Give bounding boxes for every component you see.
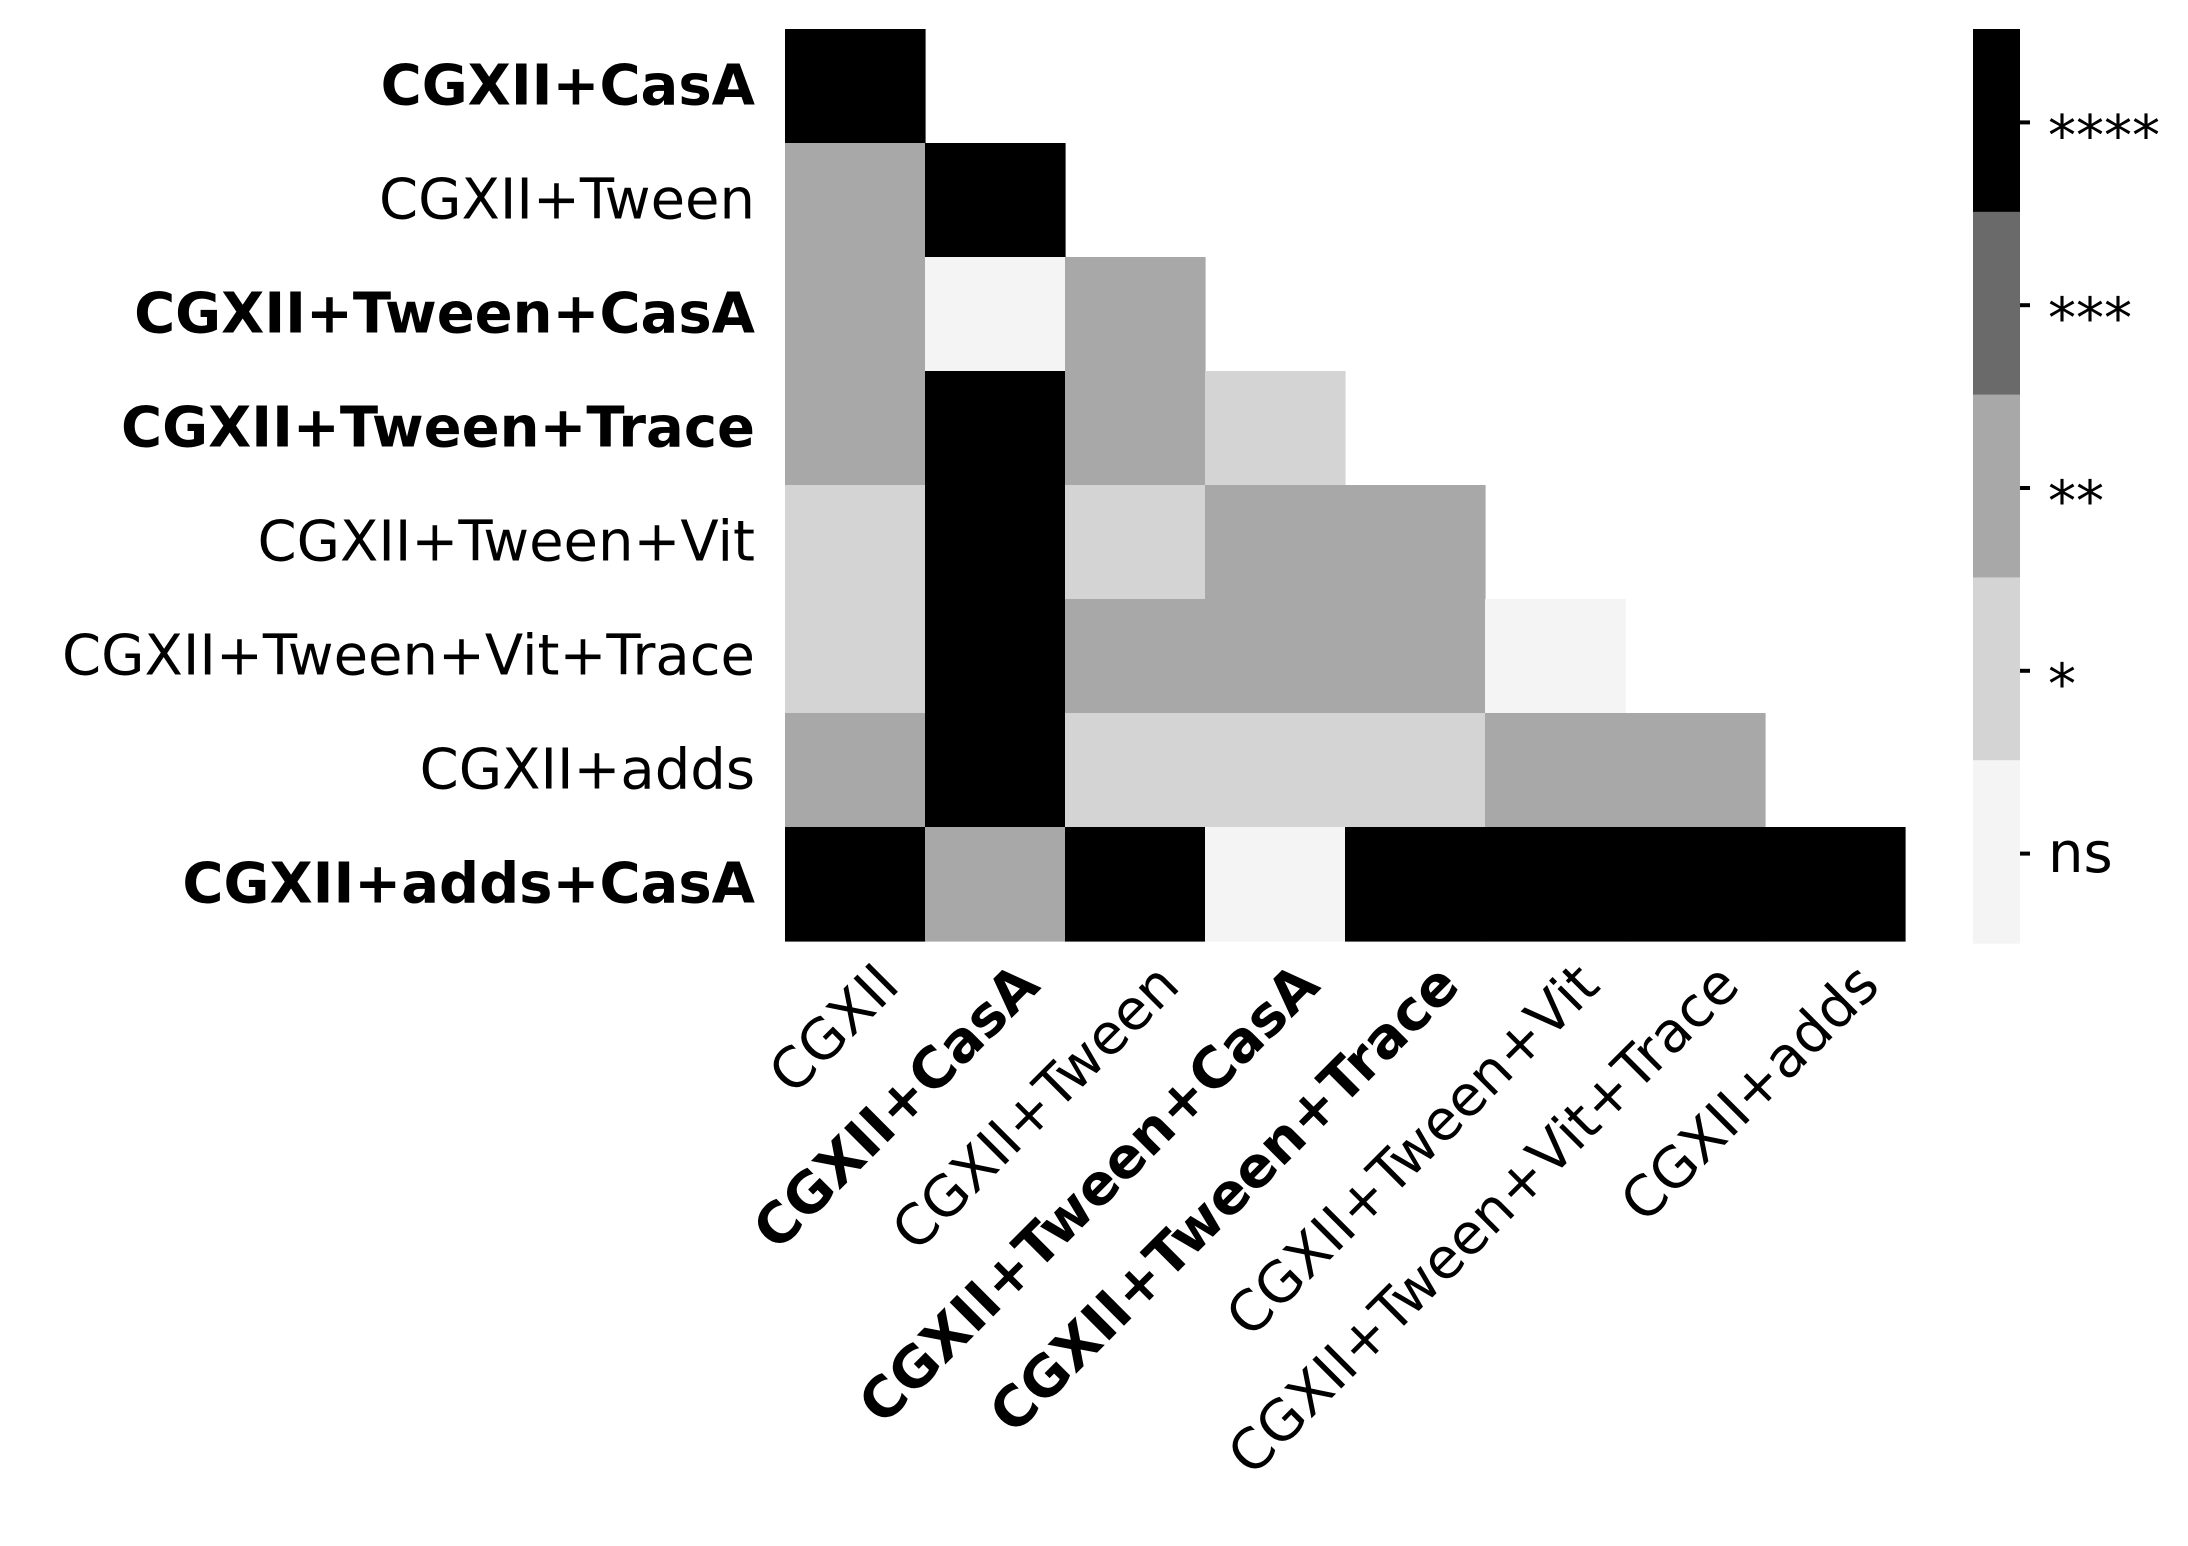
heatmap-cell: [785, 371, 926, 486]
y-tick-label: CGXII+Tween+CasA: [134, 282, 756, 347]
heatmap-cell: [785, 485, 926, 600]
heatmap-cell: [1205, 599, 1346, 714]
y-tick-label: CGXII+Tween+Vit+Trace: [62, 624, 755, 689]
heatmap-cells: [785, 29, 1906, 942]
heatmap-cell: [1205, 485, 1346, 600]
heatmap-cell: [785, 257, 926, 372]
heatmap-cell: [925, 257, 1066, 372]
heatmap-cell: [1485, 827, 1626, 942]
heatmap-cell: [925, 599, 1066, 714]
y-tick-label: CGXII+Tween+Trace: [121, 396, 755, 461]
heatmap-cell: [785, 713, 926, 828]
heatmap-cell: [1345, 485, 1486, 600]
y-tick-label: CGXII+Tween+Vit: [258, 510, 755, 575]
colorbar-tick-label: ns: [2048, 821, 2113, 886]
heatmap-cell: [785, 827, 926, 942]
heatmap-cell: [1065, 371, 1206, 486]
colorbar-segment: [1973, 211, 2020, 396]
heatmap-cell: [1345, 599, 1486, 714]
heatmap-cell: [1625, 827, 1766, 942]
heatmap-cell: [1065, 485, 1206, 600]
heatmap-cell: [925, 143, 1066, 258]
y-tick-label: CGXII+adds+CasA: [182, 852, 755, 917]
y-tick-label: CGXII+adds: [420, 738, 755, 803]
x-axis-labels: CGXIICGXII+CasACGXII+TweenCGXII+Tween+Ca…: [741, 951, 1892, 1487]
heatmap-cell: [1065, 713, 1206, 828]
heatmap-cell: [1765, 827, 1906, 942]
heatmap-cell: [1065, 257, 1206, 372]
heatmap-cell: [925, 713, 1066, 828]
y-axis-labels: CGXII+CasA CGXII+Tween CGXII+Tween+CasA CGX…: [62, 54, 756, 917]
colorbar-segment: [1973, 394, 2020, 578]
heatmap-cell: [1205, 371, 1346, 486]
colorbar-segment: [1973, 577, 2020, 761]
heatmap-cell: [1485, 713, 1626, 828]
colorbar: **********ns: [1973, 29, 2160, 944]
colorbar-tick-label: **: [2048, 470, 2104, 535]
colorbar-tick-label: *: [2048, 652, 2076, 717]
colorbar-tick-label: ***: [2048, 287, 2132, 352]
y-tick-label: CGXII+Tween: [379, 168, 755, 233]
heatmap-cell: [925, 827, 1066, 942]
heatmap-cell: [1485, 599, 1626, 714]
heatmap-cell: [925, 485, 1066, 600]
heatmap-cell: [1345, 713, 1486, 828]
heatmap-cell: [785, 29, 926, 144]
heatmap-cell: [925, 371, 1066, 486]
heatmap-cell: [1625, 713, 1766, 828]
heatmap-cell: [1205, 827, 1346, 942]
heatmap-cell: [1065, 827, 1206, 942]
heatmap-cell: [785, 143, 926, 258]
y-tick-label: CGXII+CasA: [381, 54, 756, 119]
colorbar-segment: [1973, 29, 2020, 213]
heatmap-cell: [1205, 713, 1346, 828]
heatmap-cell: [1065, 599, 1206, 714]
colorbar-tick-label: ****: [2048, 104, 2160, 169]
heatmap-cell: [1345, 827, 1486, 942]
heatmap-cell: [785, 599, 926, 714]
colorbar-segment: [1973, 760, 2020, 944]
